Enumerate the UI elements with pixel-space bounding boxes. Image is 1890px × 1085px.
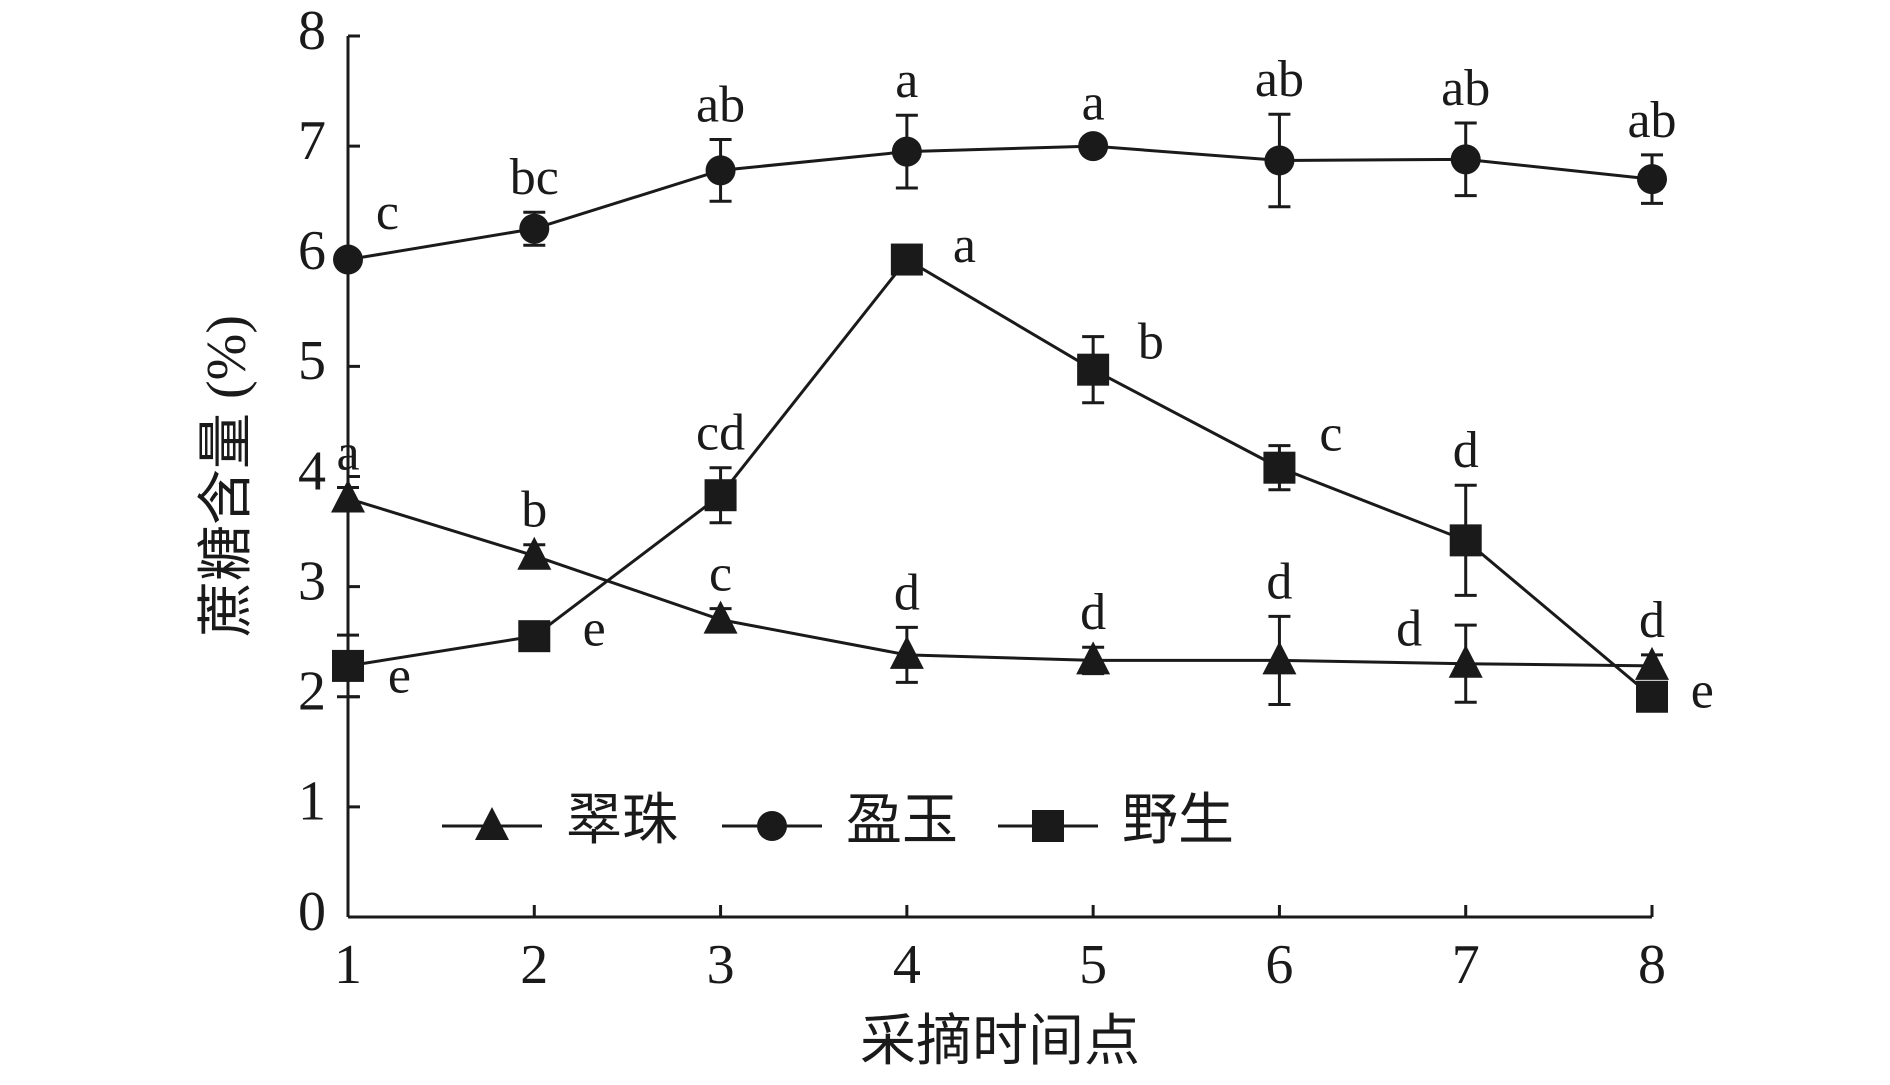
- significance-letter: d: [1639, 592, 1665, 649]
- data-point: [1449, 524, 1482, 557]
- significance-letter: bc: [510, 149, 559, 206]
- legend-label: 野生: [1122, 790, 1234, 852]
- data-point: [891, 136, 922, 167]
- legend-label: 翠珠: [566, 790, 678, 852]
- data-point: [1077, 353, 1110, 386]
- data-point: [1450, 144, 1481, 175]
- y-tick-label: 7: [298, 110, 326, 172]
- y-tick-label: 2: [298, 661, 326, 723]
- significance-letter: e: [388, 647, 411, 704]
- x-tick-label: 5: [1079, 934, 1107, 996]
- data-point: [331, 479, 365, 513]
- x-tick-label: 4: [893, 934, 921, 996]
- legend-marker: [475, 807, 509, 840]
- data-point: [1636, 680, 1668, 713]
- data-point: [333, 244, 363, 275]
- x-tick-label: 3: [707, 934, 735, 996]
- significance-letter: a: [953, 217, 976, 274]
- series-line: [347, 144, 1653, 262]
- significance-letter: c: [1319, 406, 1342, 463]
- significance-letter: d: [1453, 422, 1479, 479]
- data-point: [1262, 641, 1297, 675]
- x-tick-label: 6: [1265, 934, 1293, 996]
- significance-letter: d: [894, 564, 920, 621]
- y-tick-label: 5: [298, 330, 326, 392]
- data-point: [1078, 131, 1109, 162]
- data-point: [332, 649, 364, 682]
- data-point: [1635, 646, 1669, 680]
- data-point: [890, 243, 923, 276]
- significance-letter: b: [521, 482, 547, 539]
- significance-letter: d: [1080, 584, 1106, 641]
- x-tick-label: 7: [1452, 934, 1480, 996]
- significance-letter: ab: [1255, 51, 1304, 108]
- significance-letter: b: [1138, 314, 1164, 371]
- series-line: [347, 497, 1653, 668]
- data-point: [889, 635, 924, 669]
- significance-letter: a: [895, 52, 918, 109]
- x-tick-label: 2: [520, 934, 548, 996]
- data-point: [519, 213, 550, 244]
- data-point: [704, 479, 737, 512]
- legend-marker: [757, 811, 787, 841]
- legend-label: 盈玉: [846, 790, 958, 852]
- y-tick-label: 3: [298, 550, 326, 612]
- significance-letter: a: [336, 424, 359, 481]
- y-tick-label: 0: [298, 881, 326, 943]
- y-axis-label: 蔗糖含量 (%): [196, 315, 258, 637]
- x-tick-label: 8: [1638, 934, 1666, 996]
- data-point: [1264, 145, 1295, 176]
- significance-letter: ab: [696, 76, 745, 133]
- y-tick-label: 6: [298, 220, 326, 282]
- significance-letter: ab: [1441, 60, 1490, 117]
- significance-letter: cd: [696, 405, 745, 462]
- significance-letter: c: [376, 184, 399, 241]
- y-tick-label: 4: [298, 440, 326, 502]
- significance-letter: d: [1266, 553, 1292, 610]
- data-point: [518, 620, 551, 653]
- x-tick-label: 1: [334, 934, 362, 996]
- data-point: [1076, 641, 1111, 675]
- data-point: [1637, 164, 1667, 195]
- data-point: [1448, 644, 1483, 678]
- significance-letter: a: [1082, 74, 1105, 131]
- y-tick-label: 8: [298, 0, 326, 62]
- data-point: [1263, 451, 1296, 484]
- x-axis-label: 采摘时间点: [860, 1011, 1140, 1073]
- data-point: [705, 155, 736, 186]
- legend-marker: [1032, 810, 1064, 842]
- significance-letter: d: [1396, 600, 1422, 657]
- y-tick-label: 1: [298, 771, 326, 833]
- significance-letter: e: [1691, 662, 1714, 719]
- significance-letter: c: [709, 546, 732, 603]
- data-point: [517, 536, 552, 570]
- significance-letter: e: [583, 601, 606, 658]
- significance-letter: ab: [1627, 92, 1676, 149]
- series-line: [347, 257, 1653, 698]
- data-point: [703, 600, 738, 634]
